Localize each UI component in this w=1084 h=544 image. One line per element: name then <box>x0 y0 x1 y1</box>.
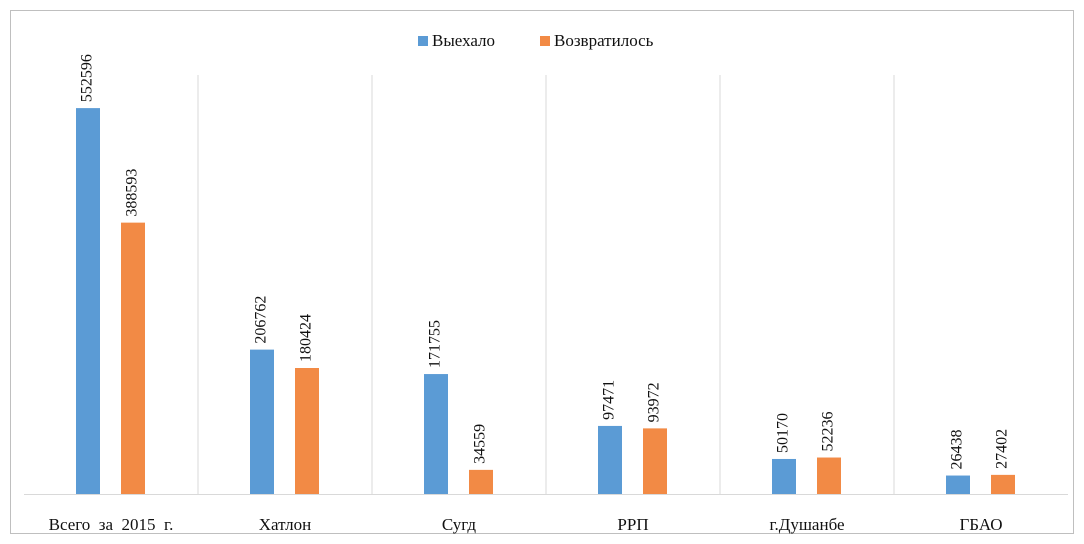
value-label: 552596 <box>79 54 96 102</box>
value-label: 206762 <box>253 296 270 344</box>
x-tick-label: Всего за 2015 г. <box>49 515 174 534</box>
bar <box>772 458 796 494</box>
value-label: 171755 <box>427 320 444 368</box>
value-label: 27402 <box>994 429 1011 469</box>
bar <box>643 428 667 494</box>
bar <box>424 374 448 494</box>
value-label: 180424 <box>298 314 315 362</box>
bar <box>250 349 274 494</box>
x-tick-label: ГБАО <box>959 515 1002 534</box>
legend-swatch <box>418 36 428 46</box>
legend-swatch <box>540 36 550 46</box>
bar <box>817 457 841 494</box>
x-tick-label: Сугд <box>442 515 477 534</box>
bar <box>991 474 1015 494</box>
value-label: 34559 <box>472 424 489 464</box>
x-tick-label: РРП <box>617 515 648 534</box>
x-tick-label: Хатлон <box>259 515 311 534</box>
bar <box>295 368 319 494</box>
legend-label: Возвратилось <box>554 31 654 50</box>
bar <box>946 475 970 494</box>
value-label: 52236 <box>820 412 837 452</box>
legend-label: Выехало <box>432 31 495 50</box>
x-tick-label: г.Душанбе <box>769 515 844 534</box>
bar <box>76 108 100 494</box>
bar <box>121 222 145 494</box>
value-label: 97471 <box>601 380 618 420</box>
value-label: 26438 <box>949 430 966 470</box>
chart-border <box>10 10 1074 534</box>
value-label: 388593 <box>124 169 141 217</box>
bar <box>598 425 622 494</box>
value-label: 50170 <box>775 413 792 453</box>
value-label: 93972 <box>646 382 663 422</box>
bar <box>469 469 493 494</box>
